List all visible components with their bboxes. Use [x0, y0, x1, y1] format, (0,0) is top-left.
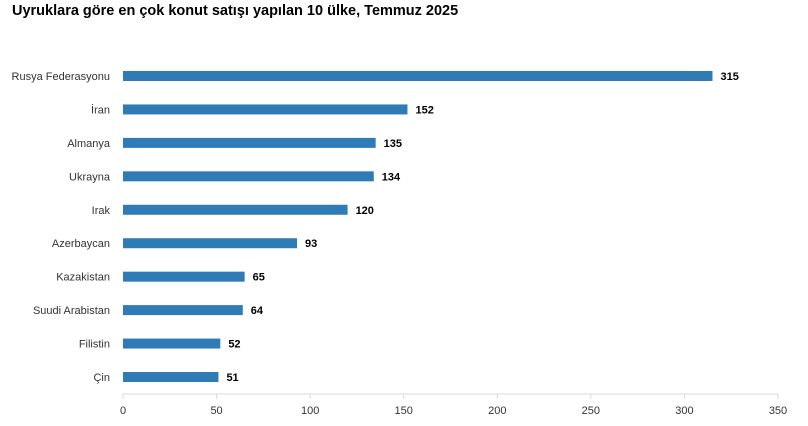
- x-tick-label: 350: [769, 405, 787, 417]
- bar: [123, 305, 243, 316]
- category-label: Azerbaycan: [52, 238, 110, 250]
- chart-title: Uyruklara göre en çok konut satışı yapıl…: [12, 3, 459, 19]
- data-label: 134: [382, 171, 401, 183]
- x-tick-label: 50: [210, 405, 222, 417]
- x-tick-label: 0: [120, 405, 126, 417]
- category-label: Filistin: [79, 339, 110, 351]
- x-axis-ticks: 0 50 100 150 200 250 300 350: [120, 394, 787, 417]
- bar: [123, 271, 245, 282]
- value-labels: 315 152 135 134 120 93 65 64 52 51: [226, 71, 738, 384]
- category-label: Ukrayna: [69, 171, 111, 183]
- category-label: Suudi Arabistan: [33, 305, 110, 317]
- data-label: 64: [251, 305, 264, 317]
- bar: [123, 204, 348, 215]
- bars-group: [123, 71, 713, 382]
- data-label: 65: [253, 272, 265, 284]
- data-label: 315: [721, 71, 739, 83]
- data-label: 52: [228, 339, 240, 351]
- bar: [123, 71, 713, 81]
- category-label: İran: [91, 103, 110, 116]
- bar: [123, 171, 374, 182]
- category-labels: Rusya Federasyonu İran Almanya Ukrayna Irak A…: [12, 71, 111, 384]
- data-label: 120: [356, 205, 374, 217]
- x-tick-label: 150: [395, 405, 413, 417]
- data-label: 152: [415, 104, 433, 116]
- data-label: 135: [384, 138, 402, 150]
- x-tick-label: 250: [582, 405, 600, 417]
- bar: [123, 338, 221, 349]
- x-tick-label: 100: [301, 405, 319, 417]
- category-label: Rusya Federasyonu: [12, 71, 110, 83]
- bar: [123, 104, 408, 115]
- bar: [123, 238, 298, 249]
- data-label: 51: [226, 372, 238, 384]
- category-label: Almanya: [67, 138, 111, 150]
- category-label: Kazakistan: [56, 272, 110, 284]
- bar: [123, 372, 219, 382]
- category-label: Çin: [93, 372, 110, 384]
- x-tick-label: 200: [488, 405, 506, 417]
- x-tick-label: 300: [675, 405, 693, 417]
- bar: [123, 137, 376, 148]
- data-label: 93: [305, 238, 317, 250]
- category-label: Irak: [92, 205, 111, 217]
